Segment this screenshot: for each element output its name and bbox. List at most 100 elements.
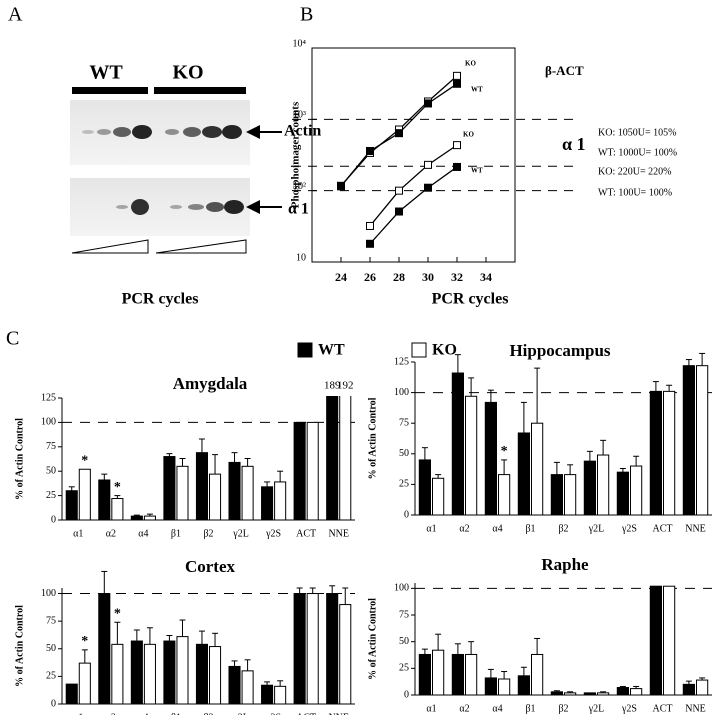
x-tick-label: ACT (296, 712, 316, 715)
chart-title: Raphe (541, 555, 589, 574)
y-axis-title: % of Actin Control (367, 397, 378, 479)
bar (176, 636, 189, 704)
bar (484, 677, 497, 695)
bar (78, 662, 91, 704)
bar (306, 593, 319, 704)
x-tick-label: α2 (459, 523, 469, 534)
y-tick-label: 75 (46, 441, 56, 452)
x-tick-label: ACT (296, 528, 316, 539)
x-tick-label: α4 (492, 703, 502, 714)
x-tick-label: α4 (138, 528, 148, 539)
x-tick-label: β2 (203, 528, 213, 539)
bar (261, 684, 274, 704)
legend-label: WT (318, 342, 345, 359)
x-tick-label: ACT (653, 703, 673, 714)
y-axis-title: % of Actin Control (14, 605, 25, 687)
bar (241, 465, 254, 520)
significance-mark: * (81, 634, 88, 649)
data-point (395, 129, 403, 138)
bar (649, 390, 663, 515)
bar (98, 593, 111, 704)
bar (531, 653, 544, 695)
bar (130, 515, 143, 520)
x-tick-label: α1 (426, 703, 436, 714)
y-tick-label: 25 (46, 671, 56, 682)
x-tick-label: α4 (492, 523, 502, 534)
data-point (366, 146, 374, 155)
y-tick-label: 125 (41, 392, 56, 403)
x-tick-label: β1 (171, 712, 181, 715)
group-label: KO (172, 62, 203, 84)
x-tick-label: ACT (653, 523, 673, 534)
data-point (453, 162, 461, 171)
bar (696, 679, 709, 695)
bar (418, 459, 431, 515)
bar (241, 670, 254, 704)
bar (616, 471, 630, 515)
data-point (395, 207, 403, 216)
x-tick-label: γ2S (265, 528, 281, 539)
bar (517, 432, 531, 515)
bar (583, 460, 597, 515)
bar (465, 653, 478, 695)
bar (228, 665, 241, 704)
bar (209, 473, 222, 520)
y-tick-label: 25 (399, 663, 409, 674)
x-tick-label: γ2L (232, 712, 249, 715)
bar (663, 390, 676, 515)
data-point (424, 183, 432, 192)
bar (432, 477, 445, 515)
bar (261, 486, 274, 520)
group-label: β-ACT (545, 63, 584, 78)
bar (176, 465, 189, 520)
bar (682, 683, 696, 695)
chart-title: Hippocampus (509, 341, 610, 360)
x-tick-label: β2 (558, 703, 568, 714)
y-tick-label: 50 (399, 448, 409, 459)
panel-label: B (300, 4, 313, 26)
bar (418, 653, 431, 695)
arrow-head (246, 125, 260, 139)
x-tick-label: γ2L (588, 703, 605, 714)
bar (451, 372, 464, 515)
group-bar (72, 87, 148, 94)
bar (130, 640, 143, 704)
x-tick-label: NNE (328, 712, 349, 715)
data-point (424, 99, 432, 108)
bar (274, 685, 287, 704)
y-tick-label: 10² (293, 181, 306, 192)
x-axis-title: PCR cycles (122, 291, 199, 308)
x-tick-label: 34 (480, 270, 492, 284)
bar (550, 474, 564, 515)
y-tick-label: 75 (399, 417, 409, 428)
group-label: WT (89, 62, 123, 84)
bar (432, 649, 445, 695)
bar (517, 675, 531, 695)
group-bar (154, 87, 246, 94)
y-tick-label: 25 (399, 479, 409, 490)
bar (78, 468, 91, 520)
bar (465, 395, 478, 515)
x-tick-label: γ2S (621, 523, 637, 534)
y-tick-label: 0 (404, 689, 409, 700)
x-tick-label: 26 (364, 270, 376, 284)
x-tick-label: β1 (525, 703, 535, 714)
x-axis-title: PCR cycles (432, 291, 509, 308)
data-point (424, 160, 432, 169)
x-tick-label: α2 (106, 528, 116, 539)
y-axis-title: % of Actin Control (14, 418, 25, 500)
group-label: α 1 (562, 134, 586, 154)
significance-mark: * (81, 453, 88, 468)
y-tick-label: 0 (404, 509, 409, 520)
annotation: KO: 220U= 220% (598, 166, 671, 177)
x-tick-label: α2 (106, 712, 116, 715)
legend-swatch (411, 342, 427, 358)
bar (564, 692, 577, 695)
bar (143, 643, 156, 704)
y-tick-label: 25 (46, 490, 56, 501)
x-tick-label: 24 (335, 270, 347, 284)
bar (696, 365, 709, 515)
bar (195, 452, 208, 520)
bar (339, 396, 352, 520)
